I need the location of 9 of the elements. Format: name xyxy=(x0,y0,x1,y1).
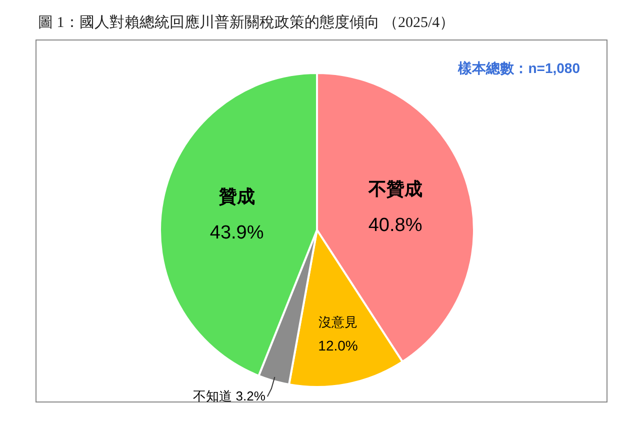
slice-label: 不贊成 xyxy=(367,178,422,199)
data-label: 43.9% xyxy=(210,222,264,244)
data-label: 40.8% xyxy=(368,214,422,236)
data-label: 12.0% xyxy=(318,338,358,354)
text: 樣本總數：n=1,080 xyxy=(457,60,580,76)
slice-label: 沒意見 xyxy=(318,314,358,330)
slice-label: 不知道 3.2% xyxy=(193,388,266,404)
chart-title: 圖 1：國人對賴總統回應川普新關稅政策的態度傾向 （2025/4） xyxy=(38,14,455,31)
slice-label: 贊成 xyxy=(218,186,255,207)
